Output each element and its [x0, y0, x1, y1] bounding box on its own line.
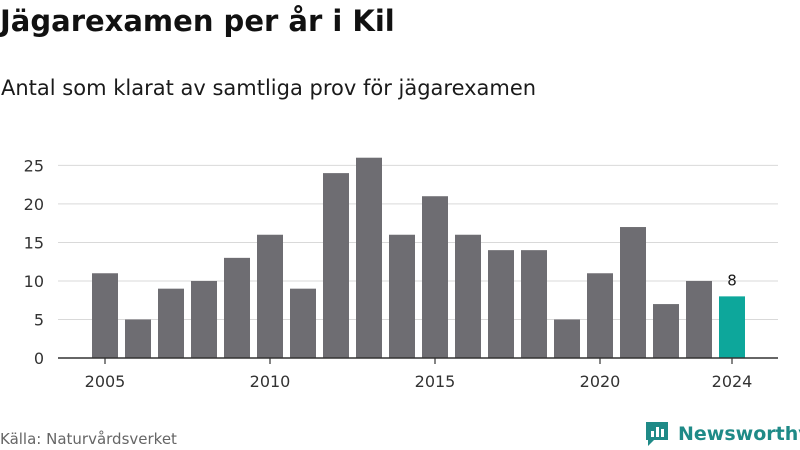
bar-2018	[521, 250, 547, 358]
newsworthy-logo-text: Newsworthy	[678, 423, 800, 445]
bar-2009	[224, 257, 250, 358]
bar-2023	[686, 280, 712, 358]
y-tick-label: 25	[24, 156, 44, 175]
bar-2008	[191, 280, 217, 358]
bar-2011	[290, 288, 316, 358]
y-tick-label: 10	[24, 272, 44, 291]
y-tick-label: 0	[34, 349, 44, 368]
x-tick-label: 2015	[415, 372, 456, 391]
y-tick-label: 5	[34, 310, 44, 329]
newsworthy-logo: Newsworthy	[644, 420, 800, 448]
bar-chart: 0 5 10 15 20 25 2005 2010 2015 2020 2024 8	[24, 156, 778, 391]
bar-2017	[488, 250, 514, 358]
bar-2024	[719, 296, 745, 358]
source-note: Källa: Naturvårdsverket	[0, 430, 177, 448]
bar-2015	[422, 196, 448, 358]
chart-title: Jägarexamen per år i Kil	[0, 4, 395, 38]
bar-2005	[92, 273, 118, 358]
data-label: 8	[727, 271, 737, 289]
bar-2019	[554, 319, 580, 358]
bar-2020	[587, 273, 613, 358]
newsworthy-logo-icon	[646, 422, 668, 446]
y-tick-label: 20	[24, 195, 44, 214]
x-tick-label: 2020	[580, 372, 621, 391]
bar-2016	[455, 234, 481, 358]
bar-2013	[356, 157, 382, 358]
x-tick-label: 2010	[250, 372, 291, 391]
y-tick-label: 15	[24, 233, 44, 252]
bar-2010	[257, 234, 283, 358]
x-tick-label: 2024	[712, 372, 753, 391]
bar-2012	[323, 173, 349, 358]
bar-2022	[653, 304, 679, 358]
bar-2014	[389, 234, 415, 358]
bar-2021	[620, 227, 646, 358]
chart-subtitle: Antal som klarat av samtliga prov för jä…	[1, 76, 537, 100]
x-tick-label: 2005	[85, 372, 126, 391]
bar-2006	[125, 319, 151, 358]
bar-2007	[158, 288, 184, 358]
